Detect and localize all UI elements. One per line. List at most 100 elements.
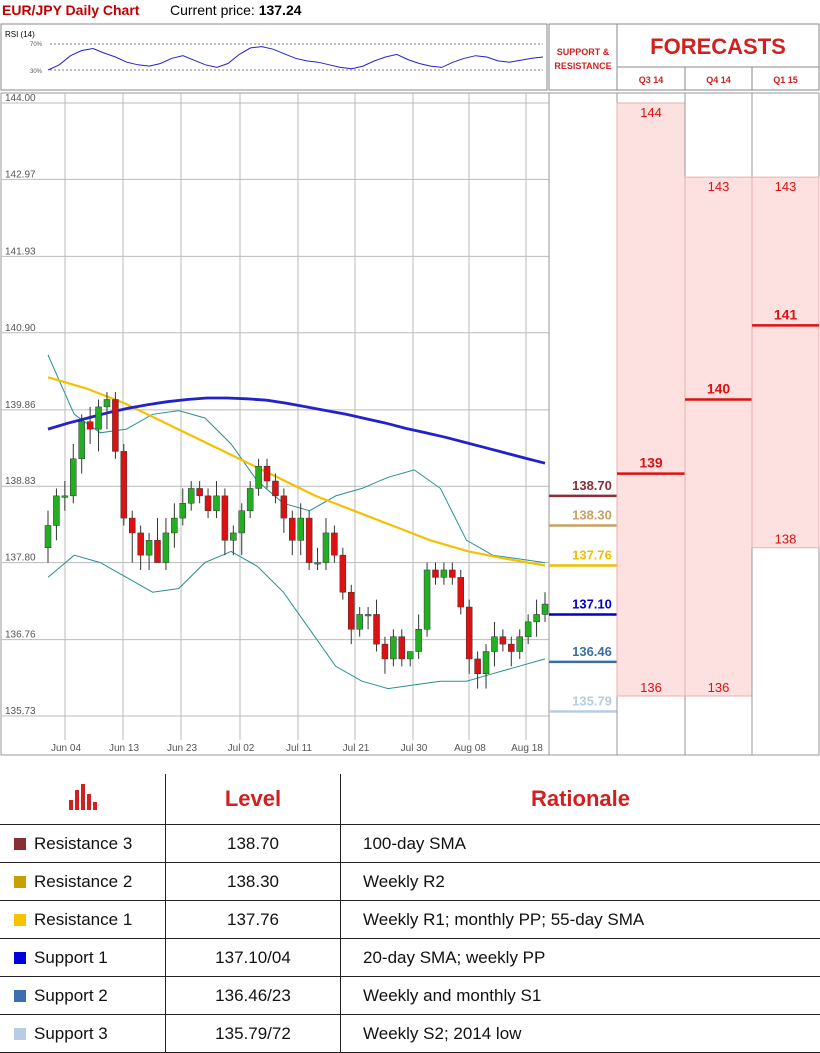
- x-tick-label: Jul 21: [343, 743, 370, 754]
- forecast-mid-label: 141: [774, 306, 798, 322]
- candle-body: [53, 496, 59, 526]
- forecast-mid-label: 139: [639, 455, 663, 471]
- candle-body: [213, 496, 219, 511]
- level-name: Support 3: [34, 1024, 108, 1043]
- candle-body: [272, 481, 278, 496]
- level-color-swatch: [14, 1028, 26, 1040]
- rsi-70-label: 70%: [30, 42, 43, 48]
- sr-level-label: 135.79: [572, 694, 612, 709]
- level-name-cell: Resistance 1: [0, 901, 166, 939]
- candle-body: [449, 570, 455, 577]
- candle-body: [441, 570, 447, 577]
- level-rationale: 100-day SMA: [341, 825, 820, 863]
- candle-body: [306, 518, 312, 562]
- candle: [121, 444, 127, 526]
- sr-heading-line2: RESISTANCE: [554, 61, 611, 71]
- candle-body: [129, 518, 135, 533]
- candle-body: [315, 563, 321, 565]
- sr-level-label: 137.76: [572, 548, 612, 563]
- level-rationale: Weekly and monthly S1: [341, 977, 820, 1015]
- forecast-col-label: Q4 14: [706, 75, 731, 85]
- bar-chart-icon: [63, 780, 103, 812]
- candle-body: [121, 451, 127, 518]
- level-name-cell: Support 1: [0, 939, 166, 977]
- chart-area: RSI (14)70%30%144.00142.97141.93140.9013…: [0, 0, 820, 760]
- candle-body: [62, 496, 68, 498]
- y-tick-label: 139.86: [5, 400, 36, 411]
- x-tick-label: Jun 04: [51, 743, 81, 754]
- candle: [112, 392, 118, 459]
- level-value: 137.76: [166, 901, 341, 939]
- candle-body: [458, 577, 464, 607]
- level-name: Resistance 1: [34, 910, 132, 929]
- y-tick-label: 141.93: [5, 246, 36, 257]
- candle: [424, 563, 430, 637]
- candle-body: [104, 399, 110, 406]
- level-rationale: 20-day SMA; weekly PP: [341, 939, 820, 977]
- candle-body: [155, 540, 161, 562]
- forecast-mid-label: 140: [707, 380, 731, 396]
- candle-body: [357, 614, 363, 629]
- candle-body: [230, 533, 236, 540]
- forecast-range-band: [685, 177, 752, 696]
- level-value: 136.46/23: [166, 977, 341, 1015]
- candle-body: [424, 570, 430, 629]
- x-tick-label: Jun 13: [109, 743, 139, 754]
- y-tick-label: 142.97: [5, 169, 36, 180]
- x-tick-label: Aug 18: [511, 743, 543, 754]
- y-tick-label: 140.90: [5, 323, 36, 334]
- sr-heading-line1: SUPPORT &: [557, 47, 610, 57]
- level-name: Resistance 2: [34, 872, 132, 891]
- forecast-range-band: [617, 103, 685, 696]
- rsi-label: RSI (14): [5, 30, 35, 39]
- candle-body: [188, 488, 194, 503]
- candle-body: [365, 614, 371, 616]
- y-tick-label: 144.00: [5, 93, 36, 104]
- y-tick-label: 137.80: [5, 553, 36, 564]
- candle-body: [264, 466, 270, 481]
- candle-body: [399, 637, 405, 659]
- sr-level-label: 136.46: [572, 644, 612, 659]
- candle-body: [475, 659, 481, 674]
- candle-body: [390, 637, 396, 659]
- candle-body: [45, 526, 51, 548]
- candle-body: [112, 399, 118, 451]
- level-name-cell: Support 3: [0, 1015, 166, 1053]
- candle-body: [205, 496, 211, 511]
- rsi-panel: [1, 24, 547, 90]
- level-name-cell: Resistance 3: [0, 825, 166, 863]
- x-tick-label: Jul 02: [228, 743, 255, 754]
- candle-body: [340, 555, 346, 592]
- y-tick-label: 138.83: [5, 476, 36, 487]
- candle-body: [171, 518, 177, 533]
- forecast-low-label: 136: [640, 680, 662, 695]
- level-rationale: Weekly R2: [341, 863, 820, 901]
- sr-level-label: 138.30: [572, 508, 612, 523]
- forecast-high-label: 144: [640, 105, 662, 120]
- sr-level-label: 137.10: [572, 596, 612, 611]
- level-value: 135.79/72: [166, 1015, 341, 1053]
- candle-body: [79, 422, 85, 459]
- forecast-col-label: Q1 15: [773, 75, 798, 85]
- candle-body: [146, 540, 152, 555]
- forecast-range-band: [752, 177, 819, 548]
- forecasts-title: FORECASTS: [650, 34, 786, 59]
- candle-body: [323, 533, 329, 563]
- candle-body: [407, 652, 413, 659]
- candle-body: [87, 422, 93, 429]
- level-value: 138.30: [166, 863, 341, 901]
- level-color-swatch: [14, 876, 26, 888]
- candle-body: [197, 488, 203, 495]
- level-color-swatch: [14, 952, 26, 964]
- candle-body: [222, 496, 228, 540]
- candle-body: [348, 592, 354, 629]
- forecast-high-label: 143: [708, 179, 730, 194]
- candle-body: [180, 503, 186, 518]
- candle-body: [542, 604, 548, 614]
